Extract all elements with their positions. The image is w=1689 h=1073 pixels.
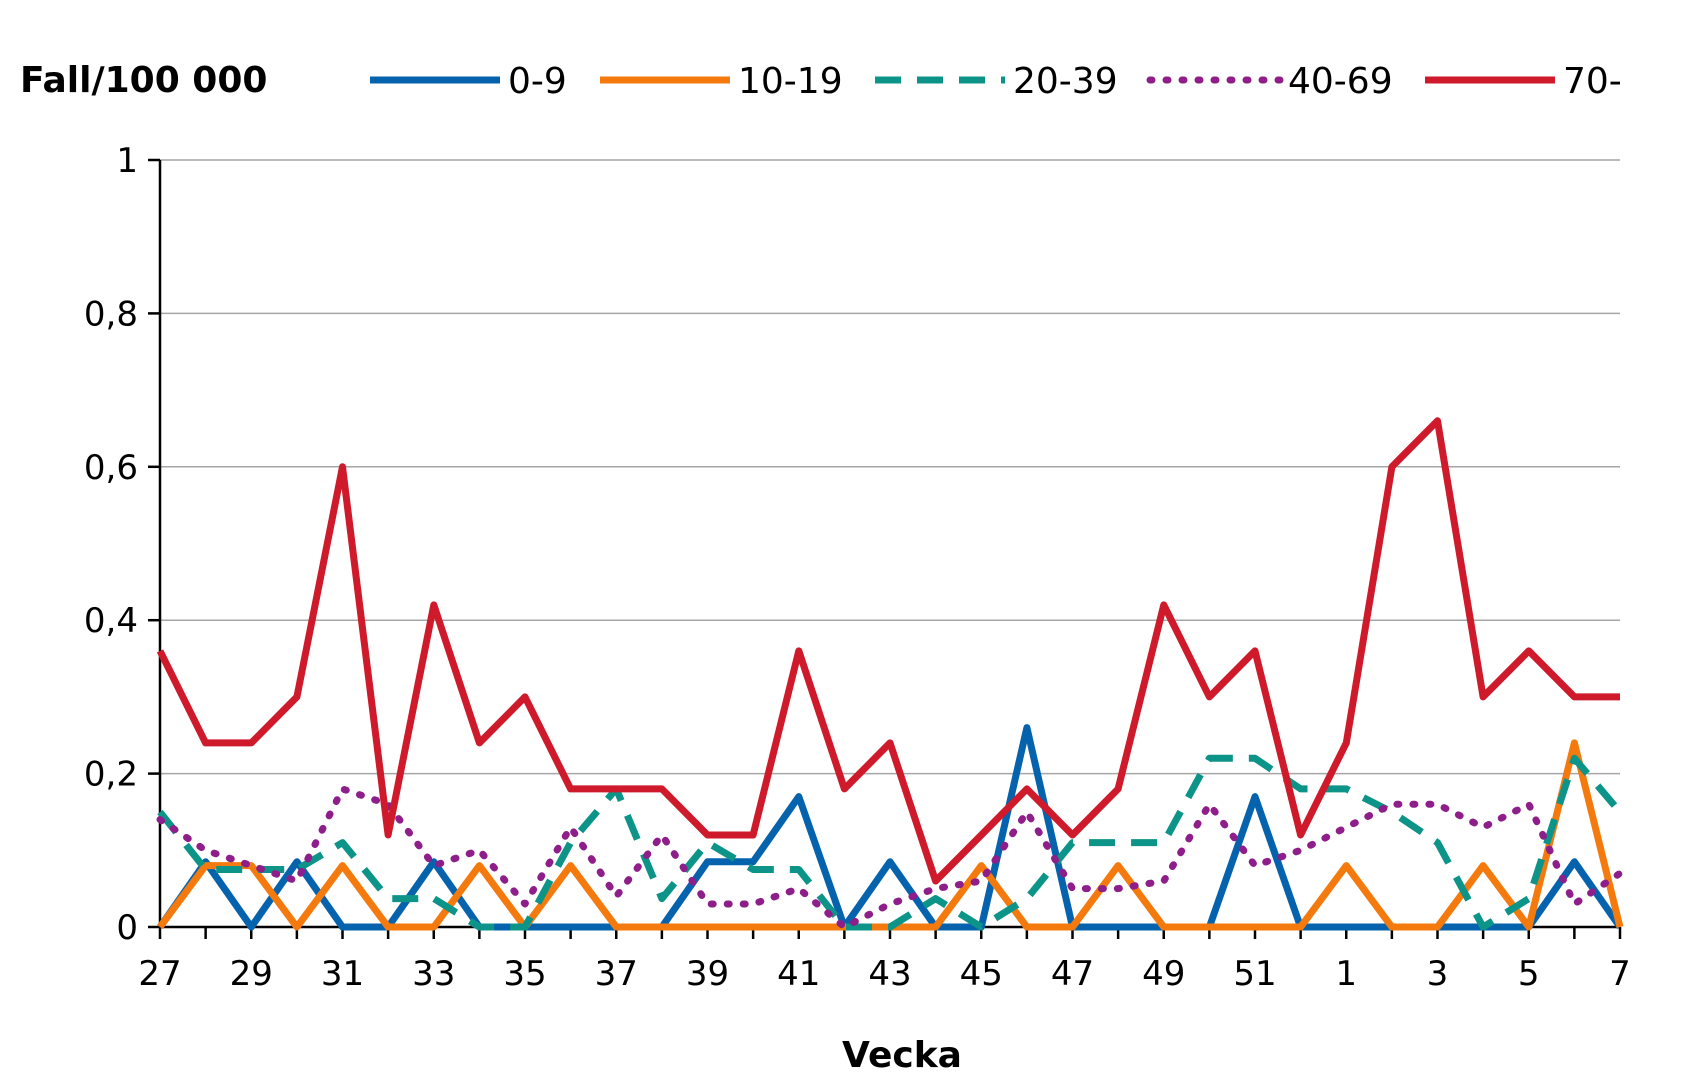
x-tick-label: 37 — [595, 954, 638, 994]
legend-label-20-39: 20-39 — [1013, 61, 1118, 102]
legend: 0-9 10-19 20-39 40-69 70- — [370, 61, 1622, 102]
y-tick-label: 0 — [116, 908, 138, 948]
x-tick-label: 35 — [503, 954, 546, 994]
x-tick-label: 27 — [138, 954, 181, 994]
x-tick-label: 45 — [960, 954, 1003, 994]
x-tick-label: 41 — [777, 954, 820, 994]
x-tick-label: 1 — [1335, 954, 1357, 994]
legend-label-70-: 70- — [1563, 61, 1622, 102]
x-tick-label: 49 — [1142, 954, 1185, 994]
y-tick-label: 0,2 — [84, 755, 138, 795]
x-tick-label: 7 — [1609, 954, 1631, 994]
gridlines — [160, 159, 1620, 775]
y-tick-label: 0,4 — [84, 601, 138, 641]
x-axis-ticks: 27 29 31 33 35 37 39 41 43 45 47 49 51 1 3 5 7 — [138, 927, 1631, 994]
x-tick-label: 33 — [412, 954, 455, 994]
series-lines — [156, 417, 1624, 931]
x-tick-label: 29 — [230, 954, 273, 994]
legend-label-0-9: 0-9 — [508, 61, 567, 102]
y-tick-label: 0,8 — [84, 294, 138, 334]
series-line-0-9 — [157, 724, 1623, 931]
x-tick-label: 5 — [1518, 954, 1540, 994]
series-line-20-39 — [157, 754, 1623, 931]
y-axis-ticks: 0 0,2 0,4 0,6 0,8 1 — [84, 141, 160, 948]
x-tick-label: 39 — [686, 954, 729, 994]
legend-label-10-19: 10-19 — [738, 61, 843, 102]
x-tick-label: 47 — [1051, 954, 1094, 994]
legend-label-40-69: 40-69 — [1288, 61, 1393, 102]
x-tick-label: 31 — [321, 954, 364, 994]
x-axis-title: Vecka — [842, 1035, 962, 1073]
y-tick-label: 0,6 — [84, 448, 138, 488]
series-line-40-69 — [156, 785, 1624, 931]
x-tick-label: 43 — [868, 954, 911, 994]
series-line-70- — [156, 417, 1620, 885]
axes — [158, 160, 1620, 929]
y-axis-title: Fall/100 000 — [20, 60, 267, 101]
y-tick-label: 1 — [116, 141, 138, 181]
x-tick-label: 3 — [1427, 954, 1449, 994]
x-tick-label: 51 — [1233, 954, 1276, 994]
